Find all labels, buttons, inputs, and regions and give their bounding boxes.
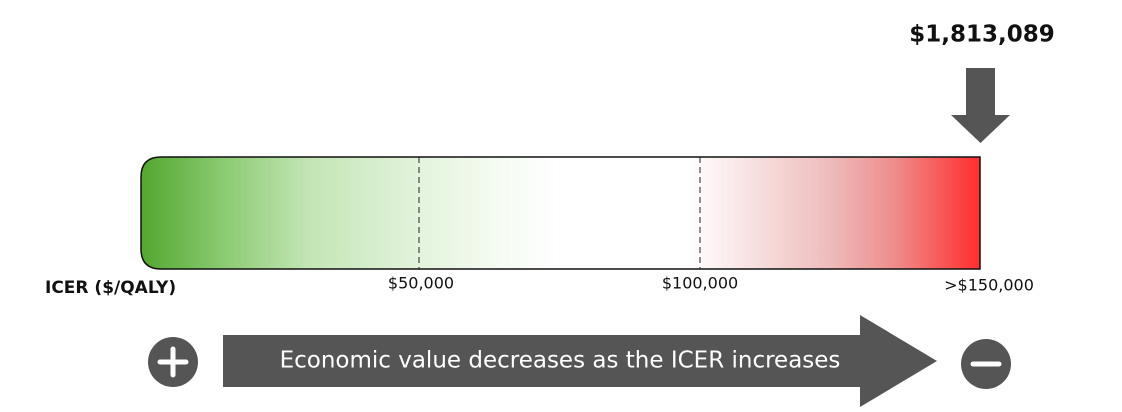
direction-text: Economic value decreases as the ICER inc… [280, 348, 841, 374]
direction-arrow [223, 315, 937, 407]
tick-label: >$150,000 [944, 276, 1034, 295]
plus-sign [157, 346, 189, 378]
marker-arrow [951, 68, 1010, 143]
axis-label: ICER ($/QALY) [45, 278, 176, 298]
marker-value: $1,813,089 [909, 22, 1055, 48]
tick-label: $50,000 [388, 274, 454, 293]
tick-label: $100,000 [662, 274, 738, 293]
gradient-bar [140, 156, 981, 270]
